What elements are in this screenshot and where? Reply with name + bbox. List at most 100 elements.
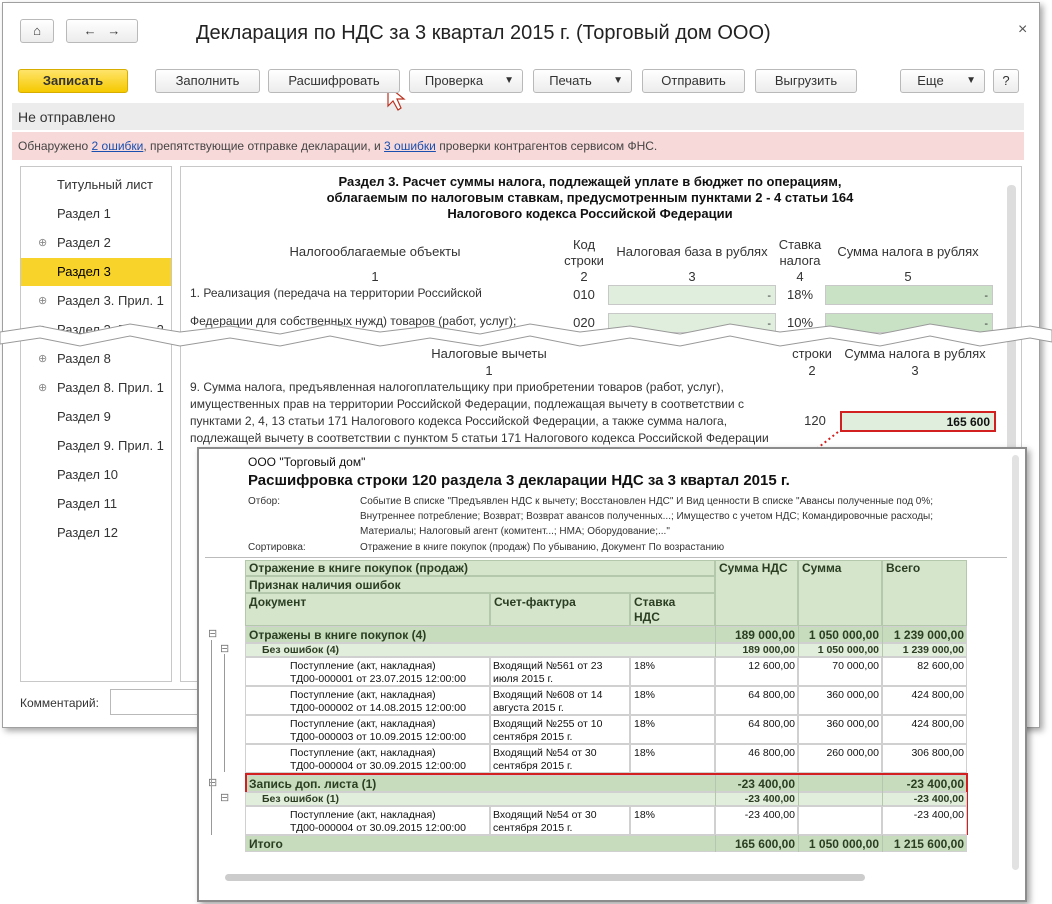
error-link[interactable]: 3 ошибки (384, 139, 436, 153)
sidebar-item[interactable]: Раздел 11 (21, 490, 171, 518)
h-scrollbar (225, 874, 865, 881)
dropdown-arrow: ▼ (966, 75, 976, 86)
invoice-text: августа 2015 г. (493, 702, 564, 714)
amount-text: 1 239 000,00 (893, 627, 964, 642)
document-text: ТД00-000002 от 14.08.2015 12:00:00 (290, 702, 466, 714)
header-cell (245, 560, 715, 576)
amount-text: -23 400,00 (913, 793, 964, 805)
amount-text: 260 000,00 (826, 747, 879, 759)
header-text: Отражение в книге покупок (продаж) (249, 561, 468, 575)
toolbar-button[interactable]: Еще ▼ (900, 69, 985, 93)
input-cell[interactable]: - (608, 285, 776, 305)
section-heading: Налогового кодекса Российской Федерации (447, 206, 733, 221)
document-text: ТД00-000003 от 10.09.2015 12:00:00 (290, 731, 466, 743)
sidebar-item[interactable]: ⊕ Раздел 8 (21, 345, 171, 373)
toolbar-button[interactable]: Проверка ▼ (409, 69, 523, 93)
item-text: имущественных прав на территории Российс… (190, 397, 744, 411)
home-button[interactable]: ⌂ (20, 19, 54, 43)
table-cell (715, 686, 798, 715)
row-code: 120 (804, 413, 826, 428)
table-cell (882, 744, 967, 773)
toolbar-button[interactable]: Заполнить (155, 69, 260, 93)
item-text: подлежащей вычету в соответствии с пункт… (190, 431, 769, 445)
amount-text: 70 000,00 (832, 660, 879, 672)
row-code: 010 (573, 287, 595, 302)
table-cell (715, 715, 798, 744)
header-text: Документ (249, 595, 307, 609)
nav-buttons[interactable]: ← → (66, 19, 138, 43)
sidebar-item[interactable]: Раздел 10 (21, 461, 171, 489)
amount-cell[interactable]: 165 600 (840, 411, 996, 432)
toolbar-button[interactable]: Печать ▼ (533, 69, 632, 93)
table-cell (798, 806, 882, 835)
input-cell[interactable]: - (825, 285, 993, 305)
table-cell (798, 657, 882, 686)
column-header: строки (792, 346, 832, 361)
amount-text: 82 600,00 (917, 660, 964, 672)
comment-label: Комментарий: (20, 696, 99, 710)
sidebar-item[interactable]: Раздел 1 (21, 200, 171, 228)
header-cell (245, 576, 715, 593)
table-cell (630, 657, 715, 686)
sidebar-item[interactable]: Раздел 9 (21, 403, 171, 431)
save-button[interactable]: Записать (18, 69, 128, 93)
invoice-text: сентября 2015 г. (493, 731, 573, 743)
sidebar-item[interactable]: Раздел 9. Прил. 1 (21, 432, 171, 460)
item-text: 9. Сумма налога, предъявленная налогопла… (190, 380, 724, 394)
cell-divider (798, 775, 799, 792)
table-cell (630, 806, 715, 835)
table-cell (245, 744, 490, 773)
sidebar-item[interactable]: Раздел 3 (21, 258, 171, 286)
header-cell (245, 593, 490, 626)
row-text: Федерации для собственных нужд) товаров … (190, 314, 517, 328)
button-label: Расшифровать (288, 73, 380, 88)
sidebar-item[interactable]: ⊕ Раздел 3. Прил. 1 (21, 287, 171, 315)
amount-text: 1 050 000,00 (817, 644, 879, 656)
button-label: Отправить (661, 73, 726, 88)
column-number: 2 (808, 363, 816, 378)
table-cell (715, 744, 798, 773)
button-label: Печать (549, 73, 592, 88)
sidebar-item[interactable]: ⊕ Раздел 2 (21, 229, 171, 257)
column-number: 1 (485, 363, 493, 378)
report-title: Расшифровка строки 120 раздела 3 деклара… (248, 472, 790, 489)
header-text: Счет-фактура (494, 595, 576, 609)
dropdown-arrow: ▼ (613, 75, 623, 86)
invoice-text: сентября 2015 г. (493, 822, 573, 834)
amount-text: 424 800,00 (911, 718, 964, 730)
document-text: ТД00-000004 от 30.09.2015 12:00:00 (290, 822, 466, 834)
column-number: 5 (904, 269, 912, 284)
document-text: Поступление (акт, накладная) (290, 747, 436, 759)
close-button[interactable]: × (1018, 21, 1028, 38)
help-button[interactable]: ? (993, 69, 1019, 93)
rate-text: 18% (634, 747, 656, 759)
group-label: Итого (249, 836, 283, 851)
header-cell (490, 593, 630, 626)
scrollbar (1007, 185, 1016, 675)
toolbar-button[interactable]: Расшифровать (268, 69, 400, 93)
filter-label: Отбор: (248, 496, 280, 507)
cell-value: - (767, 290, 771, 302)
amount-text: 360 000,00 (826, 718, 879, 730)
cell-divider (882, 835, 883, 852)
sidebar-label: Раздел 3. Прил. 1 (57, 293, 164, 308)
table-cell (882, 686, 967, 715)
expand-icon: ⊕ (38, 295, 48, 307)
column-number: 3 (688, 269, 696, 284)
toolbar-button[interactable]: Отправить (642, 69, 745, 93)
cell-divider (882, 643, 883, 657)
error-link[interactable]: 2 ошибки (91, 139, 144, 153)
cell-divider (715, 792, 716, 806)
table-cell (490, 686, 630, 715)
invoice-text: Входящий №54 от 30 (493, 809, 597, 821)
toolbar-button[interactable]: Выгрузить (755, 69, 857, 93)
expand-icon: ⊕ (38, 353, 48, 365)
sidebar-item[interactable]: Раздел 12 (21, 519, 171, 547)
sidebar-item[interactable]: ⊕ Раздел 8. Прил. 1 (21, 374, 171, 402)
sidebar-label: Раздел 9 (57, 409, 111, 424)
row-code: 020 (573, 315, 595, 330)
sidebar-label: Раздел 12 (57, 525, 119, 540)
document-text: Поступление (акт, накладная) (290, 718, 436, 730)
sidebar-item[interactable]: Титульный лист (21, 171, 171, 199)
header-text: Сумма НДС (719, 561, 788, 575)
